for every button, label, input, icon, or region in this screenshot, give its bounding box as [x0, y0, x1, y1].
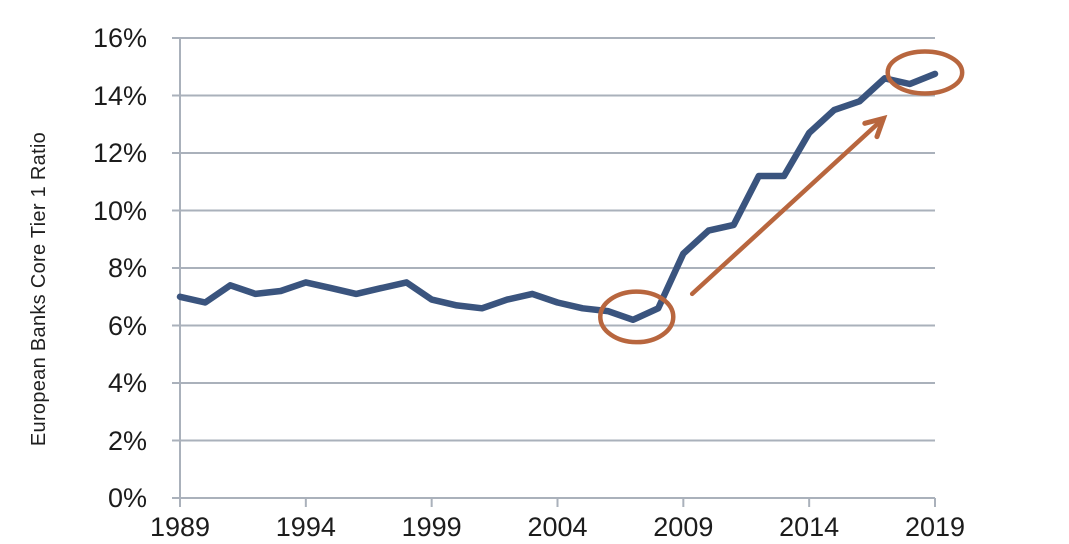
x-tick-label-2009: 2009 [653, 512, 714, 542]
x-tick-label-2019: 2019 [904, 512, 966, 542]
y-tick-label-16: 16% [92, 23, 147, 53]
y-tick-label-4: 4% [107, 368, 147, 398]
rise-arrow-annotation [689, 114, 888, 297]
x-tick-label-1994: 1994 [275, 512, 336, 542]
y-tick-label-0: 0% [107, 483, 147, 513]
y-tick-label-8: 8% [107, 253, 147, 283]
y-tick-label-12: 12% [92, 138, 147, 168]
data-line-european-banks-core-tier-1-ratio [176, 70, 939, 324]
x-tick-label-2004: 2004 [527, 512, 588, 542]
x-tick-label-1989: 1989 [149, 512, 211, 542]
y-tick-label-2: 2% [107, 425, 147, 456]
y-tick-label-14: 14% [92, 80, 147, 111]
circle-2007-low-annotation [598, 289, 676, 345]
y-tick-label-10: 10% [92, 195, 147, 226]
x-tick-label-1999: 1999 [401, 512, 462, 542]
x-tick-label-2014: 2014 [779, 512, 840, 542]
y-tick-label-6: 6% [107, 310, 147, 341]
circle-2019-high-annotation [885, 49, 965, 96]
